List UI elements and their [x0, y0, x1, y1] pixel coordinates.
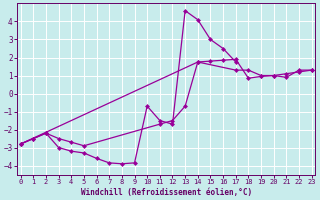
X-axis label: Windchill (Refroidissement éolien,°C): Windchill (Refroidissement éolien,°C) [81, 188, 252, 197]
